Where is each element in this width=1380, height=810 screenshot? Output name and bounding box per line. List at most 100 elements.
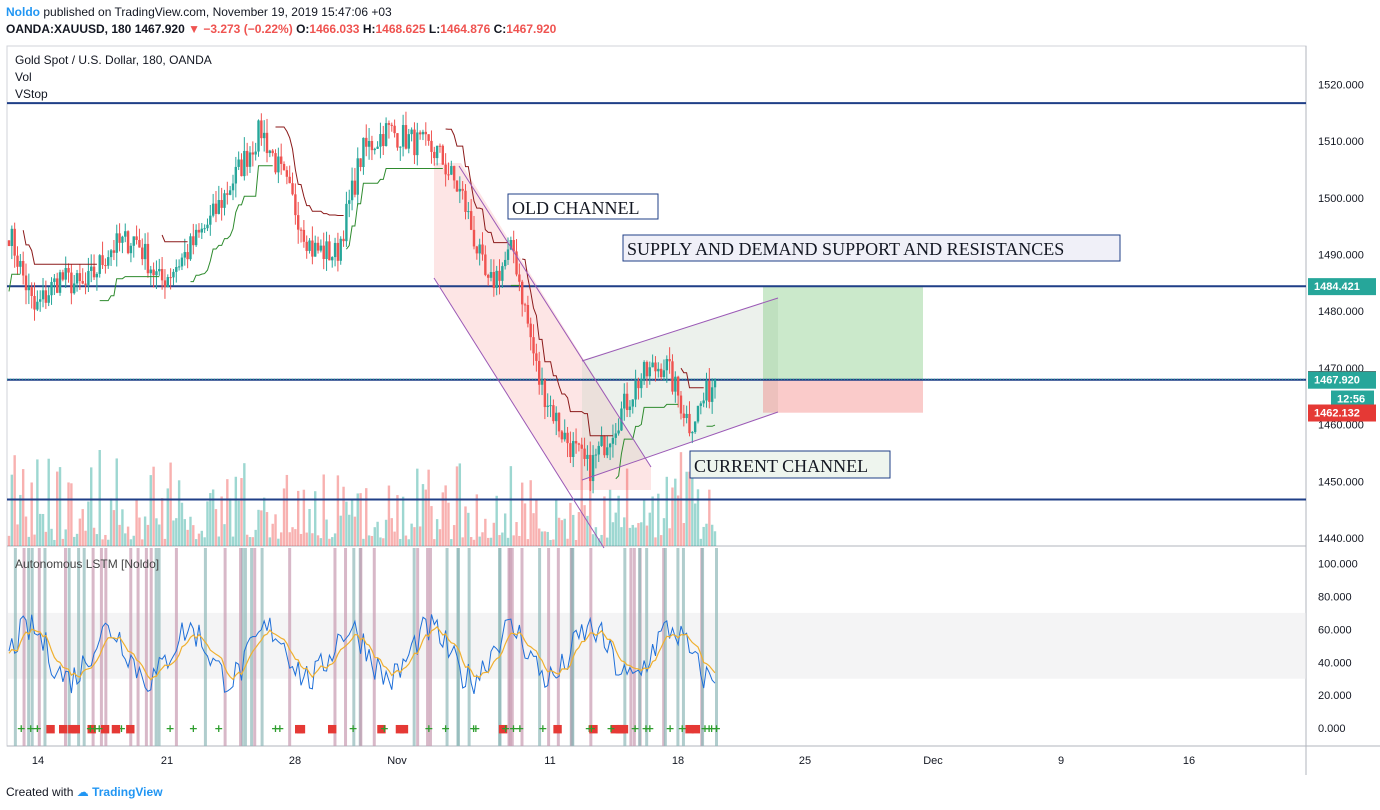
- price-tick-label: 1450.000: [1318, 476, 1364, 488]
- volume-bar: [393, 531, 396, 546]
- support-resistance-lines[interactable]: [7, 102, 1306, 501]
- volume-bar: [384, 519, 388, 546]
- time-tick-label: 25: [799, 755, 811, 767]
- candle-body: [594, 454, 598, 456]
- volume-bar: [475, 494, 479, 546]
- stop-zone: [763, 379, 923, 413]
- lstm-signal-bar: [623, 548, 627, 746]
- candle-body: [444, 164, 447, 175]
- candle-body: [455, 180, 459, 192]
- volume-bar: [594, 527, 598, 546]
- volume-bar: [529, 480, 532, 546]
- lstm-signal-bar: [144, 548, 148, 746]
- candle-body: [152, 269, 155, 276]
- current-channel-text: CURRENT CHANNEL: [694, 456, 868, 476]
- volume-bar: [540, 531, 544, 546]
- lstm-signal-marker: +: [631, 722, 640, 735]
- volume-bar: [104, 534, 107, 546]
- lstm-tick-label: 40.000: [1318, 657, 1352, 669]
- volume-bar: [642, 498, 646, 546]
- vstop-segment: [99, 276, 160, 302]
- candle-body: [708, 380, 711, 402]
- candle-body: [509, 240, 513, 250]
- candle-body: [637, 381, 640, 389]
- volume-bar: [305, 532, 308, 546]
- volume-bar: [538, 528, 541, 546]
- volume-bar: [623, 517, 626, 546]
- candle-body: [177, 266, 181, 268]
- volume-bar: [563, 518, 566, 546]
- candle-body: [382, 134, 385, 147]
- candle-body: [674, 376, 677, 392]
- candle-body: [540, 380, 544, 385]
- volume-bar: [614, 512, 617, 546]
- volume-bar: [316, 535, 320, 546]
- volume-bar: [243, 463, 246, 546]
- volume-bar: [129, 539, 133, 546]
- volume-bar: [311, 533, 314, 546]
- candle-body: [464, 190, 467, 212]
- lstm-signal-bar: [333, 548, 337, 746]
- lstm-signal-marker: ■: [111, 722, 121, 735]
- candle-body: [393, 125, 396, 134]
- chart-title: Gold Spot / U.S. Dollar, 180, OANDA: [15, 53, 212, 67]
- volume-bar: [118, 524, 121, 546]
- author-link[interactable]: Noldo: [6, 5, 40, 19]
- volume-bar: [713, 531, 717, 546]
- candle-body: [160, 268, 164, 281]
- price-label-box: [1331, 390, 1374, 408]
- volume-bar: [467, 512, 470, 546]
- candle-body: [175, 267, 178, 272]
- lstm-signal-bar: [27, 548, 31, 746]
- time-tick-label: 28: [289, 755, 301, 767]
- volume-bar: [319, 538, 323, 546]
- volume-bar: [464, 506, 467, 546]
- lstm-signal-marker: +: [538, 722, 547, 735]
- candle-body: [180, 257, 184, 267]
- lstm-signal-marker: +: [26, 722, 35, 735]
- candle-body: [659, 368, 663, 377]
- current-channel-label[interactable]: CURRENT CHANNEL: [689, 450, 891, 479]
- channel-lines[interactable]: [433, 165, 779, 549]
- volume-bar: [342, 486, 345, 546]
- lstm-signal-bar: [157, 548, 161, 746]
- volume-bar: [382, 538, 385, 546]
- volume-bar: [543, 531, 547, 546]
- lstm-signal-marker: ■: [67, 722, 77, 735]
- volume-bar: [370, 535, 374, 546]
- old-channel-label[interactable]: OLD CHANNEL: [507, 193, 659, 220]
- chart-canvas[interactable]: + ++■ + + ++ ++■ ++ +■+ ■ +++ ■ +■ ■■ +■ ■■+ ■ + ■ ++ + ++ ■+…: [0, 40, 1380, 782]
- price-label-text: 1484.421: [1314, 281, 1360, 293]
- volume-bar: [209, 493, 212, 546]
- vstop-segment: [22, 230, 97, 265]
- volume-bar: [19, 494, 22, 546]
- candle-body: [21, 261, 25, 276]
- time-tick-label: 9: [1058, 755, 1064, 767]
- low-value: 1464.876: [440, 22, 491, 36]
- candle-body: [305, 241, 308, 251]
- volume-bar: [640, 522, 643, 546]
- lstm-signal-bar: [82, 548, 86, 746]
- candle-body: [713, 379, 717, 388]
- candle-body: [359, 158, 362, 168]
- candle-body: [277, 156, 280, 173]
- candle-body: [634, 381, 637, 400]
- publish-header: Noldo published on TradingView.com, Nove…: [6, 5, 392, 19]
- publish-info: published on TradingView.com, November 1…: [43, 5, 392, 19]
- candle-body: [498, 270, 501, 281]
- lstm-signal-marker: ■: [395, 722, 405, 735]
- lstm-signal-bar: [154, 548, 158, 746]
- candle-body: [699, 403, 703, 406]
- lstm-signal-marker: ■: [125, 722, 135, 735]
- volume-bar: [549, 539, 552, 546]
- tradingview-brand[interactable]: TradingView: [92, 785, 163, 799]
- candle-body: [555, 412, 558, 422]
- candle-body: [654, 362, 657, 372]
- volume-bar: [625, 468, 629, 546]
- candle-body: [373, 148, 376, 151]
- candle-body: [64, 268, 67, 280]
- vstop-segment: [161, 234, 188, 243]
- candle-body: [418, 132, 422, 135]
- candle-body: [546, 405, 549, 408]
- supply-demand-label[interactable]: SUPPLY AND DEMAND SUPPORT AND RESISTANCE…: [622, 234, 1121, 262]
